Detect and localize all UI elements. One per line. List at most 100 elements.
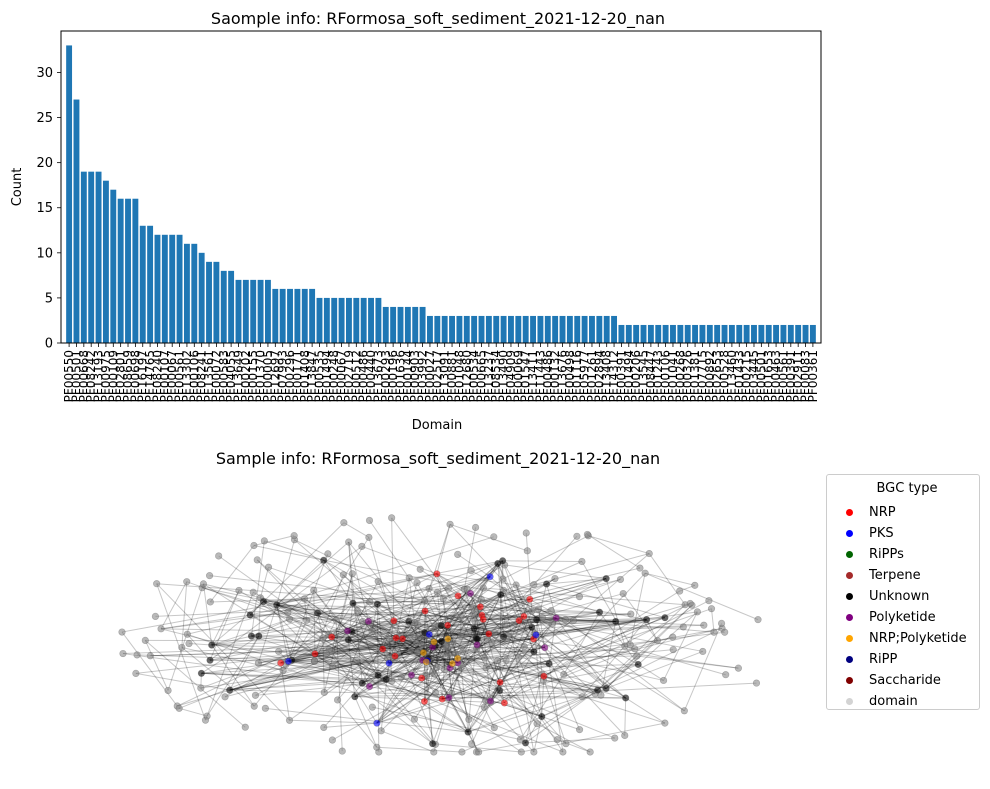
network-edge (481, 598, 543, 619)
x-tick-label: PF01653 (762, 350, 776, 402)
network-edge (202, 583, 213, 646)
bar (802, 324, 809, 343)
network-edge (224, 620, 520, 698)
network-node (345, 538, 353, 546)
network-edge (499, 663, 639, 692)
x-tick-label: PF00583 (217, 350, 231, 402)
network-edge (476, 644, 534, 653)
network-edge (408, 583, 547, 622)
network-node (517, 748, 525, 756)
network-node (183, 578, 191, 586)
network-edge (435, 593, 624, 647)
network-node (612, 617, 620, 626)
x-tick-label: PF00535 (312, 350, 326, 402)
x-tick-label: PF00083 (799, 350, 813, 402)
network-edge (337, 648, 384, 701)
x-tick-label: PF02894 (592, 350, 606, 402)
y-tick-label: 5 (45, 291, 53, 306)
x-tick-label: PF14765 (143, 350, 157, 402)
network-edge (352, 602, 379, 676)
bar (360, 297, 367, 343)
network-edge (541, 673, 567, 744)
network-node (425, 630, 433, 638)
bar (780, 324, 787, 343)
network-node (552, 614, 560, 622)
network-node (578, 693, 586, 701)
network-edge (229, 606, 481, 691)
network-edge (304, 598, 308, 621)
network-edge (201, 672, 387, 680)
network-edge (552, 620, 616, 625)
bar (95, 171, 102, 343)
legend-marker-icon (846, 656, 853, 663)
network-edge (369, 601, 402, 636)
network-edge (451, 663, 470, 720)
network-edge (276, 539, 295, 606)
network-node (365, 533, 373, 541)
network-edge (187, 573, 437, 635)
network-edge (329, 644, 422, 651)
network-node (444, 650, 452, 658)
network-edge (483, 587, 566, 620)
network-node (470, 624, 478, 633)
network-edge (135, 672, 230, 691)
network-edge (499, 627, 723, 683)
network-node (430, 638, 438, 646)
network-node (392, 634, 400, 642)
network-node (466, 589, 475, 597)
network-edge (209, 590, 240, 661)
bar (544, 315, 551, 343)
network-edge (347, 601, 371, 632)
network-node (520, 612, 528, 620)
network-node (199, 580, 208, 588)
network-edge (541, 716, 580, 731)
y-tick-label: 10 (36, 246, 53, 261)
network-node (352, 656, 361, 665)
network-edge (206, 635, 260, 717)
x-tick-label: PF00534 (467, 350, 481, 402)
bar (677, 324, 684, 343)
network-node (533, 720, 541, 728)
network-edge (376, 746, 462, 753)
network-edge (211, 601, 264, 646)
network-edge (258, 662, 284, 672)
network-node (686, 599, 694, 608)
network-edge (371, 603, 378, 632)
network-node (680, 707, 688, 715)
network-node (480, 703, 488, 711)
network-edge (314, 574, 344, 654)
network-edge (499, 594, 502, 683)
network-edge (289, 719, 377, 724)
network-node (533, 616, 541, 624)
network-node (153, 580, 161, 588)
x-tick-label: PF05977 (578, 350, 592, 402)
network-edge (256, 559, 433, 745)
network-edge (548, 663, 564, 753)
network-edge (376, 636, 673, 724)
network-node (512, 581, 520, 589)
network-edge (368, 620, 451, 669)
network-node (405, 574, 413, 582)
bar (80, 171, 87, 343)
network-edge (347, 639, 436, 745)
network-node (433, 570, 441, 578)
network-edge (181, 646, 284, 672)
network-edge (250, 614, 337, 621)
network-edge (563, 673, 607, 689)
bar (530, 315, 536, 343)
network-edge (263, 587, 449, 603)
legend-label: RiPP (869, 652, 898, 667)
bar (589, 315, 595, 343)
network-node (538, 712, 546, 721)
network-node (343, 627, 352, 635)
x-tick-label: PF01494 (622, 350, 636, 402)
x-tick-label: PF00268 (673, 350, 687, 402)
network-edge (645, 572, 695, 586)
network-edge (502, 535, 589, 580)
network-node (300, 595, 309, 603)
network-edge (557, 739, 591, 753)
network-edge (200, 617, 666, 689)
network-node (642, 616, 651, 624)
network-edge (428, 657, 501, 683)
network-edge (263, 595, 459, 603)
